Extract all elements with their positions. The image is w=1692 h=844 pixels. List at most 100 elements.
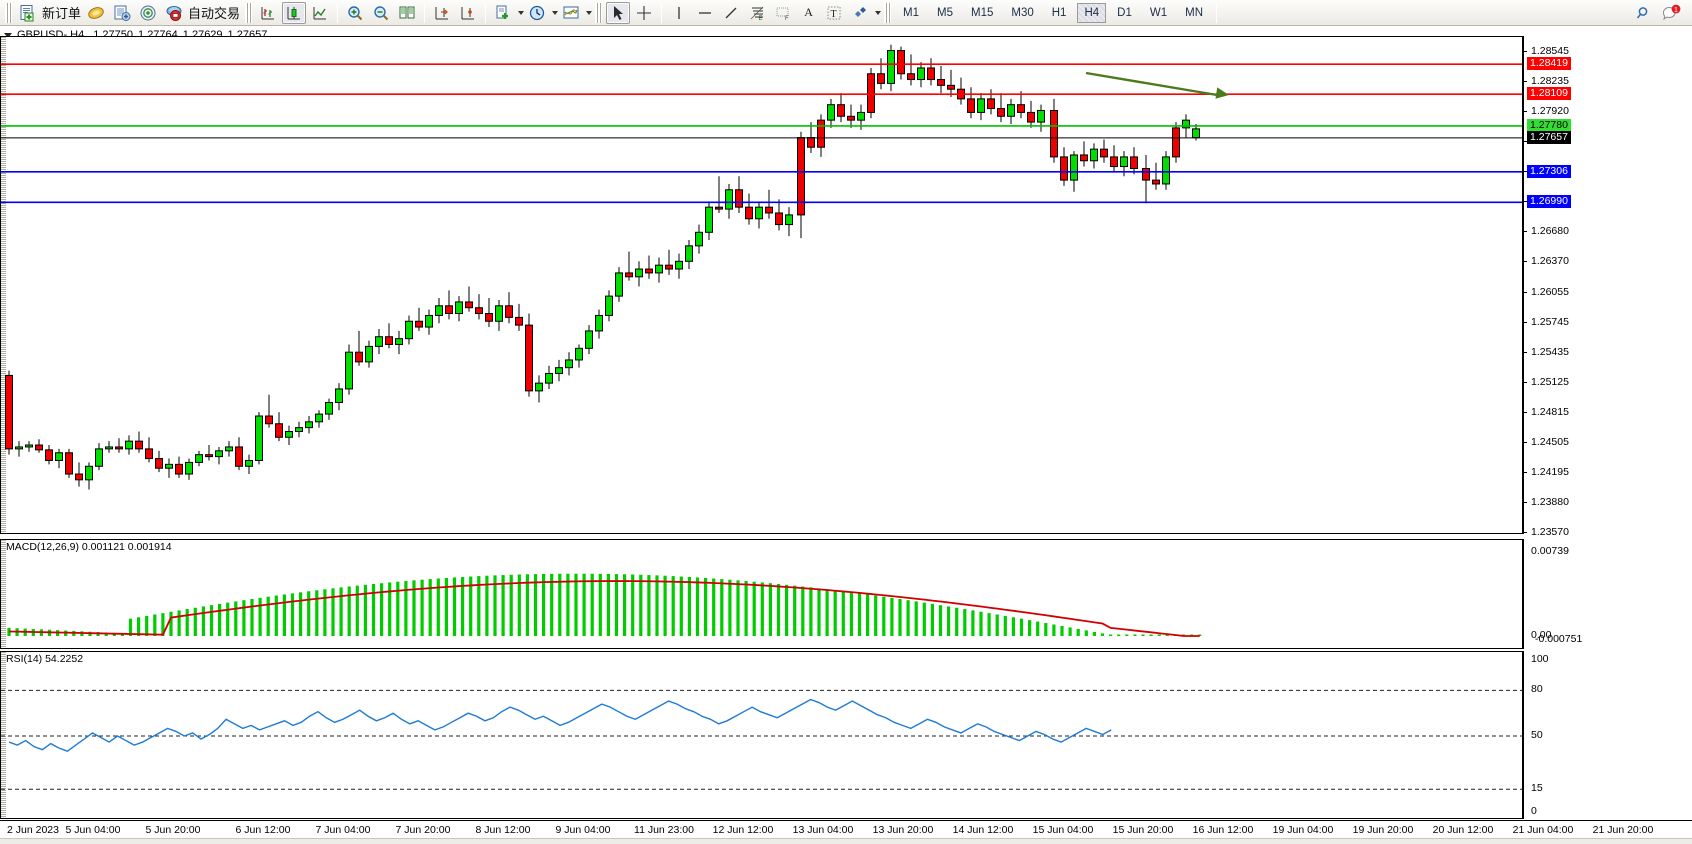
timeframe-w1[interactable]: W1 bbox=[1149, 6, 1168, 19]
macd-histogram-bar bbox=[323, 589, 327, 636]
candle bbox=[215, 446, 223, 465]
macd-min-label: -0.000751 bbox=[1535, 633, 1583, 645]
trendline-icon[interactable] bbox=[719, 2, 743, 24]
rsi-pane-grip[interactable] bbox=[1, 652, 6, 818]
shapes-icon[interactable] bbox=[848, 2, 872, 24]
macd-histogram-bar bbox=[930, 603, 934, 636]
timeframe-m30[interactable]: M30 bbox=[1011, 6, 1034, 19]
zoom-out-icon[interactable] bbox=[369, 2, 393, 24]
templates-dropdown-caret[interactable] bbox=[518, 10, 525, 15]
templates-icon[interactable] bbox=[491, 2, 515, 24]
price-tick bbox=[1523, 261, 1527, 263]
line-chart-icon[interactable] bbox=[308, 2, 332, 24]
alerts-icon[interactable]: 1 bbox=[1658, 2, 1684, 24]
macd-histogram-bar bbox=[501, 575, 505, 636]
bar-chart-icon[interactable] bbox=[256, 2, 280, 24]
macd-histogram-bar bbox=[128, 618, 133, 636]
candle bbox=[135, 431, 143, 453]
price-chart-pane[interactable] bbox=[0, 36, 1523, 534]
candle bbox=[465, 286, 473, 312]
timeframe-h4[interactable]: H4 bbox=[1077, 2, 1107, 23]
macd-histogram-bar bbox=[655, 575, 659, 636]
shapes-dropdown-caret[interactable] bbox=[875, 10, 882, 15]
candle bbox=[685, 240, 693, 270]
equidistant-channel-icon[interactable]: F bbox=[771, 2, 795, 24]
price-tick bbox=[1523, 321, 1527, 323]
vertical-line-icon[interactable] bbox=[667, 2, 691, 24]
downtrend-arrow-annotation[interactable] bbox=[1, 37, 1522, 533]
time-tick-label: 15 Jun 20:00 bbox=[1112, 824, 1174, 836]
macd-pane-grip[interactable] bbox=[1, 540, 6, 648]
candle bbox=[495, 299, 503, 331]
toolbar-grip[interactable] bbox=[5, 2, 12, 23]
timeframe-mn[interactable]: MN bbox=[1185, 6, 1203, 19]
indicators-icon[interactable] bbox=[559, 2, 583, 24]
macd-histogram-bar bbox=[1092, 631, 1096, 636]
toolbar-separator-1 bbox=[337, 2, 339, 23]
macd-histogram-bar bbox=[509, 574, 513, 636]
text-label-icon[interactable]: T bbox=[822, 2, 846, 24]
time-tick-label: 5 Jun 04:00 bbox=[65, 824, 121, 836]
candle bbox=[715, 176, 723, 213]
crosshair-icon[interactable] bbox=[632, 2, 656, 24]
new-order-button[interactable] bbox=[16, 2, 40, 24]
scroll-end-icon[interactable] bbox=[456, 2, 480, 24]
timeframe-h1[interactable]: H1 bbox=[1051, 6, 1067, 19]
wallet-icon[interactable] bbox=[84, 2, 108, 24]
navigator-icon[interactable] bbox=[136, 2, 160, 24]
indicators-dropdown-caret[interactable] bbox=[586, 10, 593, 15]
price-pane-grip[interactable] bbox=[1, 37, 6, 533]
candle bbox=[25, 441, 33, 452]
time-tick-label: 16 Jun 12:00 bbox=[1192, 824, 1254, 836]
time-tick-label: 2 Jun 2023 bbox=[7, 824, 59, 836]
cursor-icon[interactable] bbox=[606, 1, 631, 24]
period-dropdown-caret[interactable] bbox=[552, 10, 559, 15]
rsi-label: RSI(14) 54.2252 bbox=[6, 653, 84, 665]
candle bbox=[385, 323, 393, 349]
rsi-indicator-pane[interactable]: RSI(14) 54.2252 bbox=[0, 651, 1523, 819]
macd-histogram-bar bbox=[776, 583, 781, 636]
text-icon[interactable]: A bbox=[804, 5, 813, 19]
candle bbox=[625, 251, 633, 281]
chart-menu-caret[interactable] bbox=[4, 32, 12, 38]
shift-end-icon[interactable] bbox=[430, 2, 454, 24]
fibonacci-icon[interactable]: E bbox=[745, 2, 769, 24]
macd-histogram-bar bbox=[201, 606, 205, 636]
toolbar-grip-2[interactable] bbox=[245, 2, 253, 23]
candle bbox=[665, 249, 673, 275]
price-tick-label: 1.23570 bbox=[1531, 526, 1569, 538]
candlestick-chart-icon[interactable] bbox=[282, 1, 307, 24]
horizontal-line-icon[interactable] bbox=[693, 2, 717, 24]
new-order-label: 新订单 bbox=[42, 7, 82, 22]
macd-histogram-bar bbox=[1141, 634, 1145, 636]
price-axis[interactable]: 1.285451.282351.279201.276101.273061.269… bbox=[1523, 36, 1692, 538]
candle bbox=[615, 267, 623, 302]
macd-histogram-bar bbox=[299, 592, 303, 636]
price-tick-label: 1.25745 bbox=[1531, 315, 1569, 328]
macd-histogram-bar bbox=[412, 580, 416, 636]
toolbar-grip-3[interactable] bbox=[595, 2, 603, 23]
search-icon[interactable] bbox=[1632, 2, 1656, 24]
timeframe-m15[interactable]: M15 bbox=[971, 6, 994, 19]
toolbar-grip-4[interactable] bbox=[884, 2, 892, 23]
timeframe-m5[interactable]: M5 bbox=[937, 6, 953, 19]
tile-windows-icon[interactable] bbox=[395, 2, 419, 24]
candle bbox=[85, 462, 93, 490]
timeframe-d1[interactable]: D1 bbox=[1117, 6, 1132, 19]
period-icon[interactable] bbox=[525, 2, 549, 24]
macd-histogram-bar bbox=[736, 580, 740, 636]
macd-indicator-pane[interactable]: MACD(12,26,9) 0.001121 0.001914 bbox=[0, 539, 1523, 649]
auto-trading-icon[interactable] bbox=[162, 2, 186, 24]
rsi-tick-label: 50 bbox=[1531, 729, 1543, 741]
candle bbox=[235, 437, 243, 471]
rsi-tick-label: 80 bbox=[1531, 683, 1543, 696]
macd-histogram-bar bbox=[137, 617, 141, 636]
candle bbox=[765, 189, 773, 219]
macd-histogram-bar bbox=[274, 595, 278, 636]
auto-trading-label: 自动交易 bbox=[188, 7, 241, 22]
macd-histogram-bar bbox=[1117, 634, 1121, 636]
timeframe-m1[interactable]: M1 bbox=[903, 6, 920, 19]
terminal-icon[interactable] bbox=[110, 2, 134, 24]
zoom-in-icon[interactable] bbox=[343, 2, 367, 24]
